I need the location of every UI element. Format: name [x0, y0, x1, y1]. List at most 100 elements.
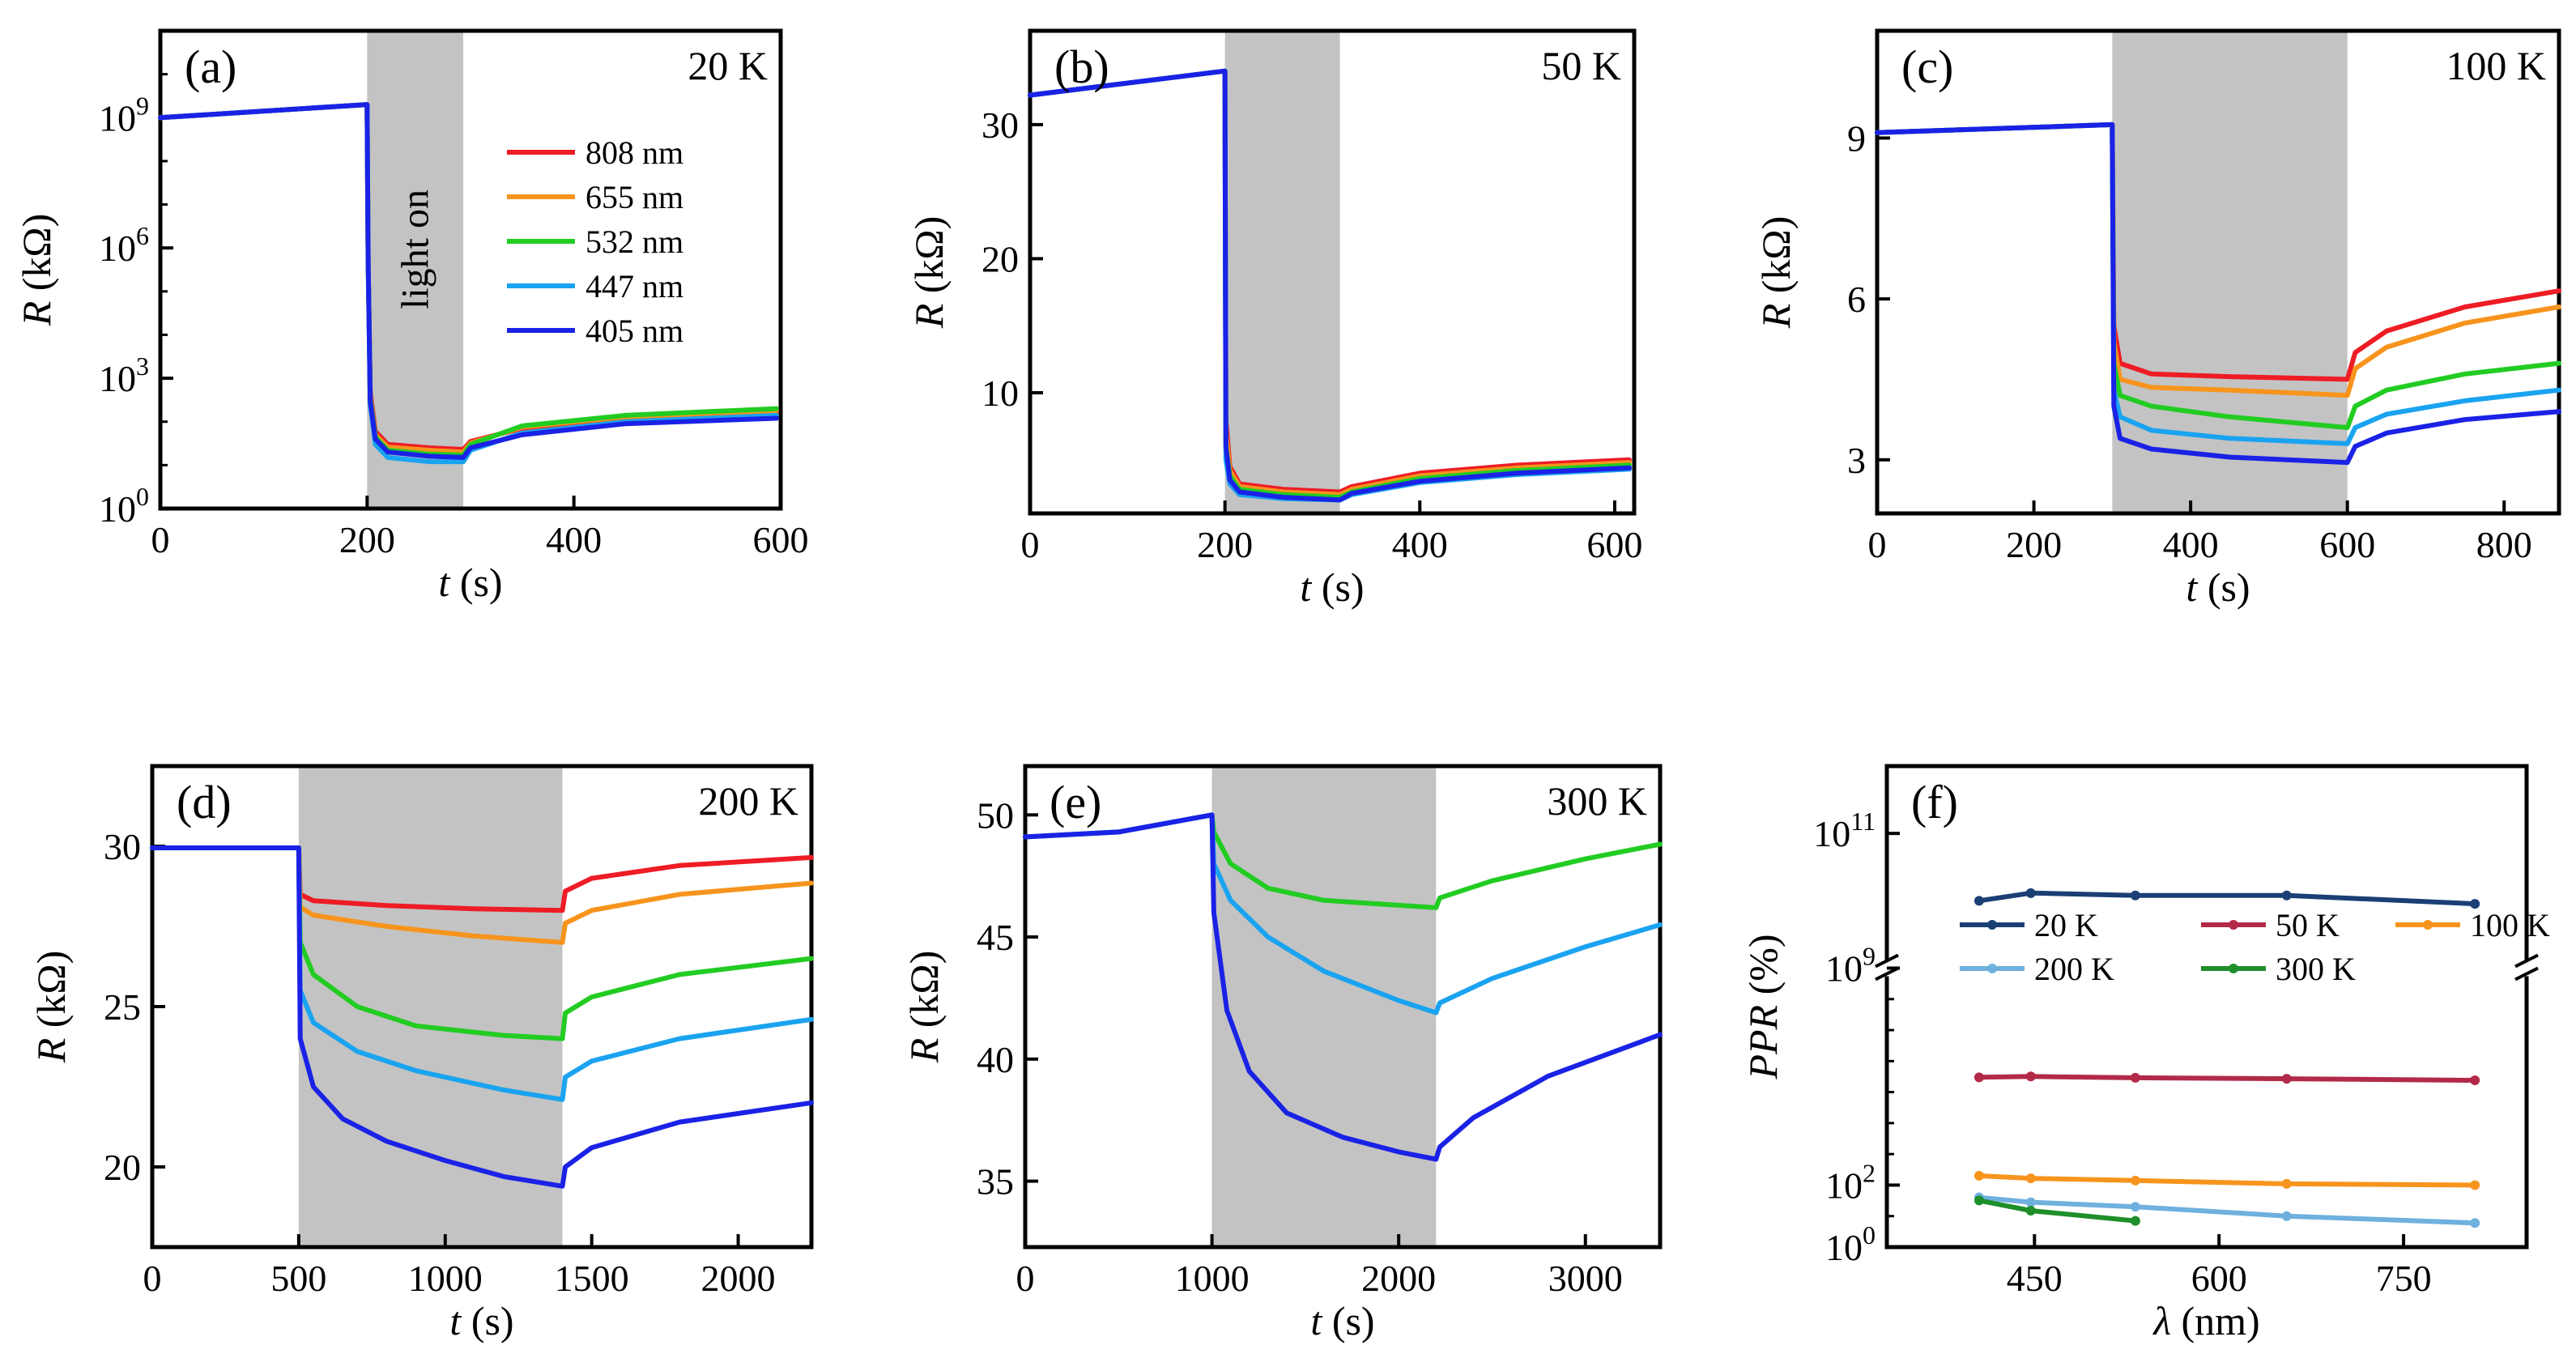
y-tick-label: 103 — [99, 351, 149, 399]
panel-d: 20 25 30 0 500 1000 1500 2000 (d) 200 K t (s) R (kΩ… — [28, 764, 814, 1343]
axis-label-symbol: PPR — [1740, 1005, 1786, 1080]
panel-label: (e) — [1050, 776, 1101, 828]
axis-label-symbol: t — [2186, 564, 2198, 610]
data-point — [2281, 1211, 2292, 1221]
data-point — [2130, 890, 2140, 901]
y-tick-label: 25 — [104, 986, 141, 1028]
tick-base: 10 — [1813, 813, 1850, 854]
y-axis-label: PPR (%) — [1740, 934, 1786, 1079]
tick-base: 10 — [99, 228, 136, 269]
axis-label-symbol: t — [1300, 564, 1312, 610]
axis-break-mark — [2514, 966, 2539, 981]
x-tick-label: 0 — [143, 1258, 162, 1299]
axis-label-unit: (s) — [461, 1298, 513, 1343]
axis-label-symbol: λ — [2152, 1298, 2171, 1343]
tick-exponent: 2 — [1863, 1158, 1876, 1187]
axis-label-symbol: t — [1310, 1298, 1322, 1343]
data-point — [1974, 1195, 1984, 1206]
x-axis-label: t (s) — [1310, 1298, 1374, 1343]
temperature-label: 50 K — [1541, 43, 1621, 88]
light-on-region — [1211, 768, 1437, 1245]
axis-label-symbol: R — [28, 1038, 74, 1064]
y-tick-label: 9 — [1847, 117, 1866, 159]
legend-marker — [2423, 920, 2433, 930]
axis-label-unit: (kΩ) — [1753, 216, 1799, 304]
temperature-label: 100 K — [2446, 43, 2546, 88]
panel-label: (c) — [1901, 40, 1953, 93]
y-tick-label: 20 — [104, 1147, 141, 1188]
x-axis-label: λ (nm) — [2152, 1298, 2259, 1343]
y-tick-label: 100 — [99, 482, 149, 530]
axis-label-unit: (nm) — [2171, 1298, 2260, 1343]
axis-label-unit: (s) — [449, 560, 502, 605]
axis-label-unit: (%) — [1740, 934, 1786, 1004]
series-line — [1976, 1194, 2478, 1226]
x-tick-label: 450 — [2007, 1258, 2063, 1299]
series-line — [158, 102, 779, 460]
y-tick-label: 10 — [981, 373, 1019, 414]
tick-exponent: 0 — [136, 482, 149, 511]
legend-label: 300 K — [2276, 951, 2356, 987]
plot-frame — [1875, 28, 2561, 516]
y-tick-label: 45 — [977, 917, 1014, 958]
light-on-annotation: light on — [394, 189, 437, 309]
panel-label: (b) — [1054, 40, 1109, 93]
data-point — [2281, 890, 2292, 901]
axis-break-mark — [1875, 966, 1899, 981]
legend-label: 405 nm — [585, 313, 683, 349]
data-point — [1974, 896, 1984, 906]
temperature-label: 200 K — [698, 778, 798, 824]
legend-label: 100 K — [2470, 907, 2550, 943]
axis-label-unit: (kΩ) — [14, 214, 59, 301]
x-tick-label: 200 — [339, 519, 395, 560]
legend-label: 808 nm — [585, 134, 683, 171]
plot-frame — [158, 28, 783, 511]
x-tick-label: 0 — [1868, 524, 1887, 565]
x-tick-label: 600 — [2191, 1258, 2247, 1299]
axis-label-symbol: R — [901, 1038, 947, 1064]
plot-frame — [1884, 764, 2529, 1250]
data-point — [2470, 899, 2480, 909]
axis-label-unit: (s) — [1322, 1298, 1374, 1343]
x-tick-label: 200 — [2006, 524, 2062, 565]
tick-base: 10 — [99, 488, 136, 530]
y-tick-label: 106 — [99, 221, 149, 269]
tick-base: 10 — [1825, 1227, 1863, 1268]
tick-exponent: 0 — [1863, 1220, 1876, 1250]
data-point — [2470, 1180, 2480, 1190]
light-on-region — [367, 32, 464, 507]
series-line — [1028, 68, 1632, 503]
axis-label-unit: (s) — [2197, 564, 2250, 610]
panel-e: 35 40 45 50 0 1000 2000 3000 (e) 300 K t (s) R (kΩ) — [901, 764, 1663, 1343]
tick-exponent: 9 — [1863, 941, 1876, 970]
axis-label-unit: (s) — [1311, 564, 1364, 610]
y-tick-label: 35 — [977, 1161, 1014, 1203]
panel-label: (d) — [177, 776, 232, 828]
x-tick-label: 3000 — [1548, 1258, 1623, 1299]
series-line — [158, 102, 779, 465]
data-point — [2130, 1202, 2140, 1212]
data-point — [2130, 1175, 2140, 1186]
y-tick-label: 20 — [981, 238, 1019, 279]
data-point — [2130, 1072, 2140, 1083]
series-line — [1023, 812, 1663, 1162]
data-point — [2130, 1216, 2140, 1226]
y-tick-label: 6 — [1847, 279, 1866, 320]
y-axis-label: R (kΩ) — [906, 216, 952, 330]
light-on-region — [1224, 32, 1340, 512]
series-line — [1976, 890, 2478, 907]
x-tick-label: 1000 — [408, 1258, 483, 1299]
panel-c: 3 6 9 0 200 400 600 800 (c) 100 K t (s) R (kΩ) — [1753, 28, 2561, 610]
x-tick-label: 750 — [2376, 1258, 2432, 1299]
y-tick-label: 3 — [1847, 440, 1866, 481]
x-axis-label: t (s) — [449, 1298, 513, 1343]
legend-marker — [1987, 964, 1997, 973]
axis-label-unit: (kΩ) — [906, 216, 952, 304]
tick-base: 10 — [99, 97, 136, 138]
y-axis-label: R (kΩ) — [1753, 216, 1799, 330]
legend-label: 50 K — [2276, 907, 2340, 943]
legend-label: 20 K — [2034, 907, 2098, 943]
